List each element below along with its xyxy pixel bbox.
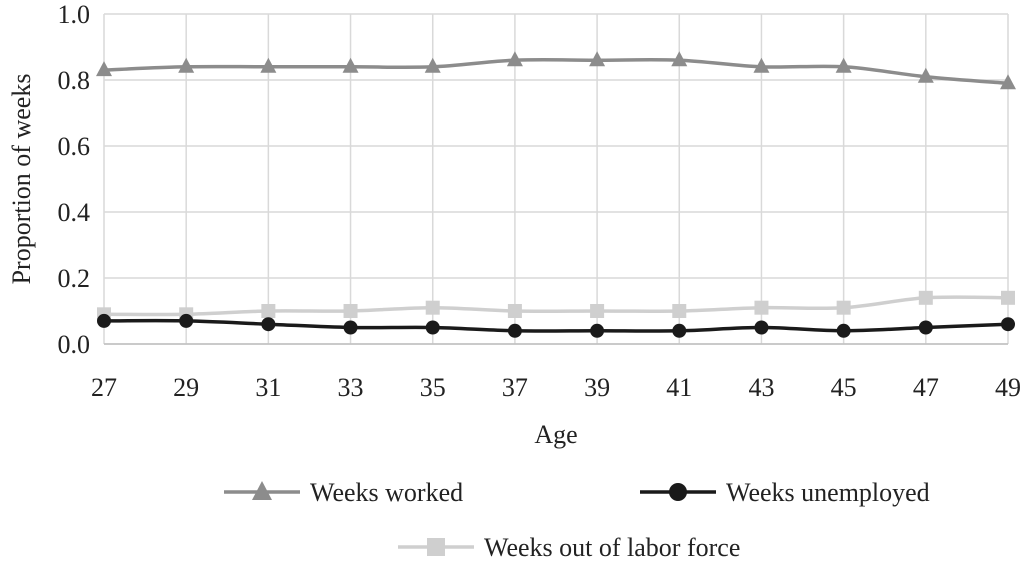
x-axis-ticks: 27 29 31 33 35 37 39 41 43 45 47 49 [91,373,1021,402]
triangle-marker [917,67,934,83]
y-tick-label: 0.6 [58,132,91,161]
y-tick-label: 1.0 [58,0,91,29]
circle-marker [754,320,769,335]
square-marker [836,300,851,315]
series-line [103,295,1009,317]
circle-marker [669,483,687,501]
x-tick-label: 27 [91,373,117,402]
circle-marker [672,323,687,338]
square-marker [261,304,276,318]
square-marker [754,300,769,315]
x-tick-label: 41 [666,373,692,402]
legend: Weeks worked Weeks unemployed Weeks out of… [224,478,930,562]
circle-marker [179,313,194,328]
series-weeks-unemployed [97,313,1015,338]
square-marker [343,304,358,318]
circle-marker [425,320,440,335]
triangle-marker [506,51,523,67]
square-marker [590,304,605,318]
triangle-marker [589,51,606,67]
y-tick-label: 0.8 [58,66,91,95]
triangle-marker [1000,74,1016,90]
circle-marker [590,323,605,338]
square-marker [507,304,522,318]
square-marker [672,304,687,318]
y-tick-label: 0.4 [58,198,91,227]
x-tick-label: 37 [502,373,528,402]
legend-label: Weeks worked [310,478,463,507]
grid [103,13,1009,345]
circle-marker [261,317,276,332]
triangle-marker [260,57,277,73]
y-axis-title: Proportion of weeks [7,74,36,285]
x-tick-label: 35 [420,373,446,402]
x-tick-label: 29 [173,373,199,402]
legend-item: Weeks out of labor force [398,533,740,562]
circle-marker [97,313,111,328]
legend-label: Weeks unemployed [726,478,930,507]
triangle-marker [671,51,688,67]
legend-item: Weeks unemployed [640,478,930,507]
x-axis-title: Age [534,420,577,449]
square-marker [425,300,440,315]
legend-item: Weeks worked [224,478,463,507]
circle-marker [507,323,522,338]
x-tick-label: 49 [995,373,1021,402]
series-line [103,57,1009,86]
triangle-marker [342,57,359,73]
square-marker [918,290,933,305]
legend-label: Weeks out of labor force [484,533,740,562]
circle-marker [343,320,358,335]
circle-marker [918,320,933,335]
y-axis-ticks: 0.0 0.2 0.4 0.6 0.8 1.0 [58,0,91,359]
circle-marker [1001,317,1015,332]
triangle-marker [835,57,852,73]
triangle-marker [178,57,195,73]
x-tick-label: 39 [584,373,610,402]
series-weeks-out-of-labor-force [97,290,1015,322]
series-weeks-worked [96,51,1016,90]
circle-marker [836,323,851,338]
series-group [96,51,1016,338]
square-marker [427,538,445,556]
square-marker [1001,290,1015,305]
x-tick-label: 31 [255,373,281,402]
x-tick-label: 43 [748,373,774,402]
y-tick-label: 0.0 [58,330,91,359]
triangle-marker [424,57,441,73]
triangle-marker [753,57,770,73]
x-tick-label: 45 [831,373,857,402]
triangle-marker [252,481,272,500]
triangle-marker [96,61,112,77]
x-tick-label: 47 [913,373,939,402]
x-tick-label: 33 [338,373,364,402]
series-line [103,318,1009,333]
y-tick-label: 0.2 [58,264,91,293]
